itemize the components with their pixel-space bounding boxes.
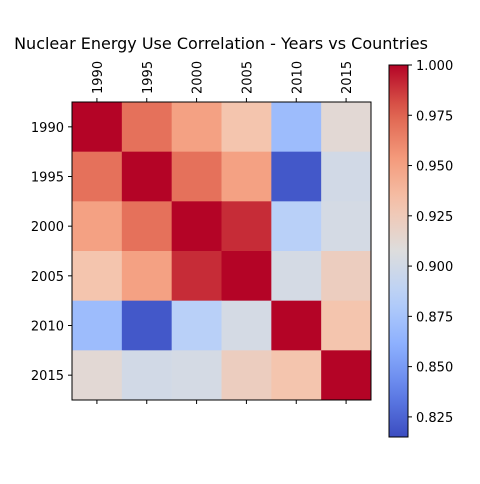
heatmap-cell bbox=[72, 350, 123, 401]
heatmap-cell bbox=[321, 350, 372, 401]
colorbar-tick-label: 0.900 bbox=[416, 260, 453, 275]
chart-title: Nuclear Energy Use Correlation - Years v… bbox=[14, 34, 428, 53]
heatmap-cell bbox=[72, 201, 123, 252]
colorbar bbox=[388, 64, 409, 438]
y-tick-label: 1995 bbox=[31, 171, 64, 186]
x-tick-label: 2015 bbox=[340, 61, 355, 94]
heatmap-cell bbox=[221, 251, 272, 302]
colorbar-tick-label: 0.850 bbox=[416, 361, 453, 376]
heatmap-cell bbox=[171, 251, 222, 302]
heatmap-cell bbox=[121, 350, 173, 401]
colorbar-tick-label: 0.975 bbox=[416, 109, 453, 124]
x-tick-label: 2005 bbox=[240, 61, 255, 94]
x-tick-label: 2000 bbox=[191, 61, 206, 94]
colorbar-tick-label: 1.000 bbox=[416, 59, 453, 74]
heatmap-cell bbox=[221, 151, 272, 202]
colorbar-tick-label: 0.925 bbox=[416, 210, 453, 225]
heatmap-cell bbox=[121, 201, 173, 252]
heatmap-cell bbox=[72, 251, 123, 302]
y-tick-label: 2005 bbox=[31, 270, 64, 285]
x-tick-label: 1990 bbox=[91, 61, 106, 94]
y-axis-ticks: 1990 1995 2000 2005 2010 2015 bbox=[31, 121, 72, 384]
y-tick-label: 1990 bbox=[31, 121, 64, 136]
colorbar-tick-label: 0.875 bbox=[416, 310, 453, 325]
y-tick-label: 2015 bbox=[31, 369, 64, 384]
heatmap-cell bbox=[121, 151, 173, 202]
heatmap-cell bbox=[72, 300, 123, 351]
heatmap-cell bbox=[321, 151, 372, 202]
y-tick-label: 2000 bbox=[31, 220, 64, 235]
heatmap-cell bbox=[321, 300, 372, 351]
heatmap-cell bbox=[271, 251, 322, 302]
heatmap-cell bbox=[171, 102, 222, 153]
heatmap-cell bbox=[321, 201, 372, 252]
plot-frame bbox=[71, 101, 372, 401]
heatmap-cell bbox=[72, 102, 123, 153]
heatmap-cell bbox=[221, 350, 272, 401]
x-tick-label: 2010 bbox=[290, 61, 305, 94]
heatmap-cell bbox=[321, 102, 372, 153]
colorbar-tick-label: 0.950 bbox=[416, 160, 453, 175]
y-tick-label: 2010 bbox=[31, 320, 64, 335]
x-tick-label: 1995 bbox=[141, 61, 156, 94]
heatmap-cell bbox=[271, 151, 322, 202]
heatmap-cell bbox=[271, 350, 322, 401]
heatmap-cell bbox=[321, 251, 372, 302]
heatmap-cell bbox=[171, 350, 222, 401]
heatmap-cell bbox=[72, 151, 123, 202]
heatmap-cell bbox=[221, 102, 272, 153]
colorbar-ticks: 0.825 0.850 0.875 0.900 0.925 0.950 0.975 1.000 bbox=[408, 59, 453, 426]
x-axis-ticks: 1990 1995 2000 2005 2010 2015 bbox=[91, 61, 355, 404]
heatmap-cell bbox=[271, 300, 322, 351]
heatmap-cell bbox=[171, 300, 222, 351]
colorbar-tick-label: 0.825 bbox=[416, 411, 453, 426]
heatmap-cell bbox=[271, 102, 322, 153]
heatmap-cell bbox=[171, 201, 222, 252]
heatmap-cells bbox=[72, 102, 372, 401]
heatmap-cell bbox=[221, 300, 272, 351]
heatmap-cell bbox=[121, 102, 173, 153]
heatmap-cell bbox=[271, 201, 322, 252]
heatmap-cell bbox=[121, 300, 173, 351]
heatmap-cell bbox=[171, 151, 222, 202]
heatmap-cell bbox=[221, 201, 272, 252]
heatmap-cell bbox=[121, 251, 173, 302]
